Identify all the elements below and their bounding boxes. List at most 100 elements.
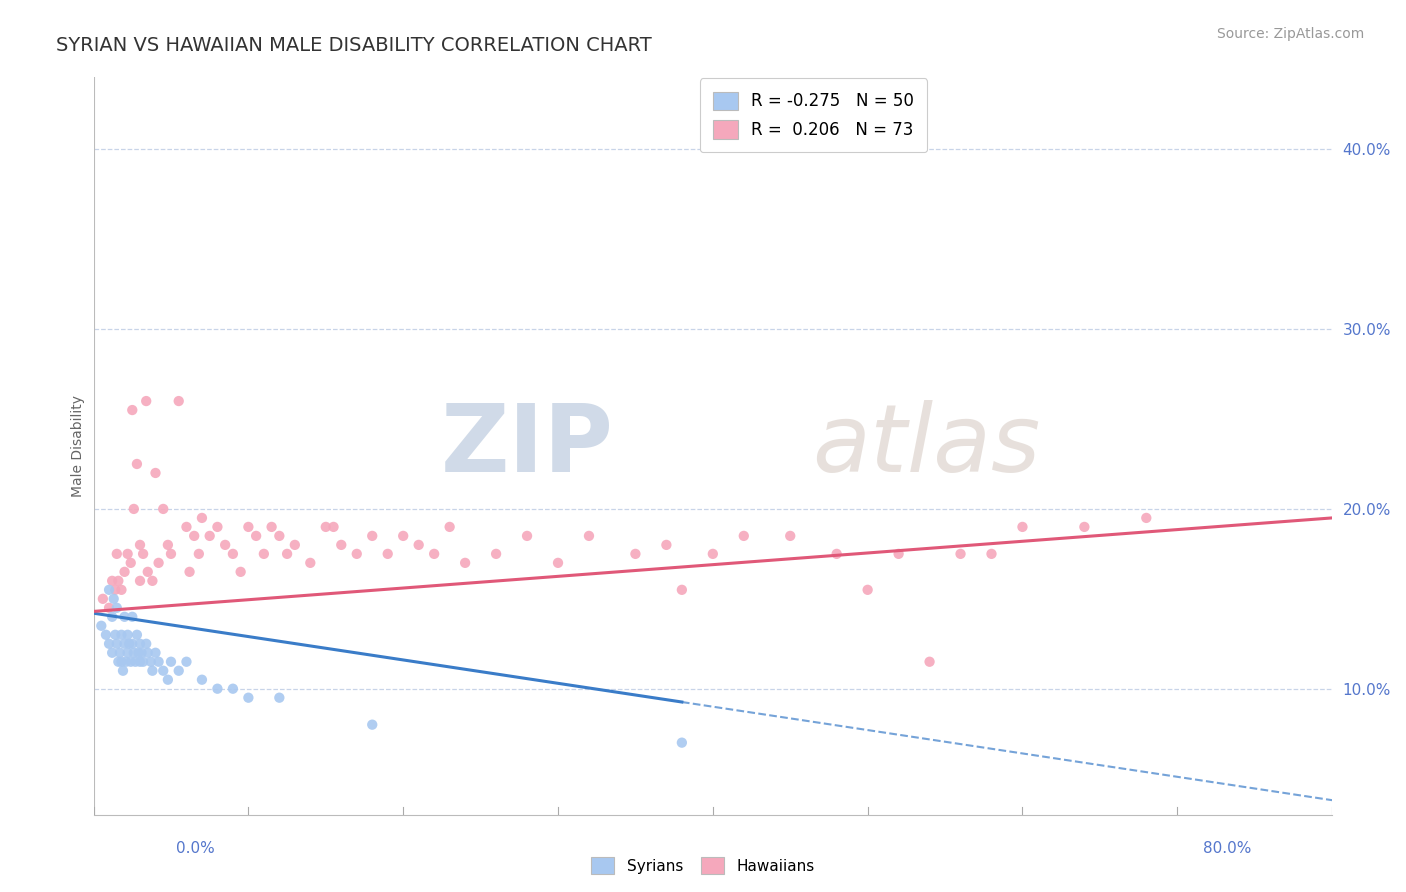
Point — [229, 565, 252, 579]
Point — [107, 655, 129, 669]
Point — [191, 673, 214, 687]
Point — [98, 637, 121, 651]
Point — [127, 646, 149, 660]
Point — [207, 681, 229, 696]
Point — [98, 582, 121, 597]
Point — [129, 655, 152, 669]
Point — [485, 547, 508, 561]
Text: ZIP: ZIP — [441, 400, 614, 492]
Point — [117, 547, 139, 561]
Point — [253, 547, 276, 561]
Legend: R = -0.275   N = 50, R =  0.206   N = 73: R = -0.275 N = 50, R = 0.206 N = 73 — [700, 78, 928, 153]
Point — [101, 609, 124, 624]
Point — [110, 655, 132, 669]
Point — [105, 547, 128, 561]
Point — [103, 591, 125, 606]
Point — [346, 547, 368, 561]
Point — [167, 394, 190, 409]
Point — [1011, 520, 1033, 534]
Point — [91, 591, 114, 606]
Point — [361, 529, 384, 543]
Point — [269, 690, 291, 705]
Point — [918, 655, 941, 669]
Point — [198, 529, 221, 543]
Text: Source: ZipAtlas.com: Source: ZipAtlas.com — [1216, 27, 1364, 41]
Point — [135, 637, 157, 651]
Point — [117, 628, 139, 642]
Point — [122, 646, 145, 660]
Point — [392, 529, 415, 543]
Point — [114, 637, 136, 651]
Point — [104, 628, 127, 642]
Point — [160, 655, 183, 669]
Point — [145, 646, 167, 660]
Point — [117, 646, 139, 660]
Point — [238, 690, 260, 705]
Point — [284, 538, 307, 552]
Y-axis label: Male Disability: Male Disability — [72, 395, 86, 497]
Point — [176, 520, 198, 534]
Point — [152, 502, 174, 516]
Point — [129, 574, 152, 588]
Point — [131, 646, 153, 660]
Point — [152, 664, 174, 678]
Point — [516, 529, 538, 543]
Point — [101, 574, 124, 588]
Point — [315, 520, 337, 534]
Point — [121, 403, 143, 417]
Point — [101, 646, 124, 660]
Point — [114, 609, 136, 624]
Point — [671, 582, 693, 597]
Point — [949, 547, 972, 561]
Text: atlas: atlas — [811, 401, 1040, 491]
Point — [136, 646, 159, 660]
Text: SYRIAN VS HAWAIIAN MALE DISABILITY CORRELATION CHART: SYRIAN VS HAWAIIAN MALE DISABILITY CORRE… — [56, 36, 652, 54]
Point — [733, 529, 755, 543]
Point — [105, 600, 128, 615]
Point — [179, 565, 201, 579]
Point — [136, 565, 159, 579]
Point — [176, 655, 198, 669]
Point — [121, 609, 143, 624]
Point — [547, 556, 569, 570]
Point — [148, 556, 170, 570]
Point — [238, 520, 260, 534]
Point — [207, 520, 229, 534]
Point — [779, 529, 801, 543]
Point — [108, 646, 131, 660]
Point — [624, 547, 647, 561]
Point — [980, 547, 1002, 561]
Point — [454, 556, 477, 570]
Point — [276, 547, 298, 561]
Point — [183, 529, 205, 543]
Point — [439, 520, 461, 534]
Point — [114, 565, 136, 579]
Point — [671, 736, 693, 750]
Point — [269, 529, 291, 543]
Point — [118, 637, 141, 651]
Point — [655, 538, 678, 552]
Point — [120, 655, 142, 669]
Point — [578, 529, 600, 543]
Point — [1135, 511, 1157, 525]
Point — [94, 628, 117, 642]
Point — [260, 520, 283, 534]
Point — [132, 655, 155, 669]
Point — [160, 547, 183, 561]
Point — [377, 547, 399, 561]
Point — [408, 538, 430, 552]
Point — [129, 637, 152, 651]
Point — [122, 502, 145, 516]
Point — [156, 673, 179, 687]
Point — [110, 628, 132, 642]
Point — [125, 628, 148, 642]
Point — [129, 538, 152, 552]
Point — [135, 394, 157, 409]
Point — [887, 547, 910, 561]
Point — [111, 664, 134, 678]
Point — [156, 538, 179, 552]
Point — [139, 655, 162, 669]
Point — [120, 556, 142, 570]
Point — [104, 582, 127, 597]
Point — [214, 538, 236, 552]
